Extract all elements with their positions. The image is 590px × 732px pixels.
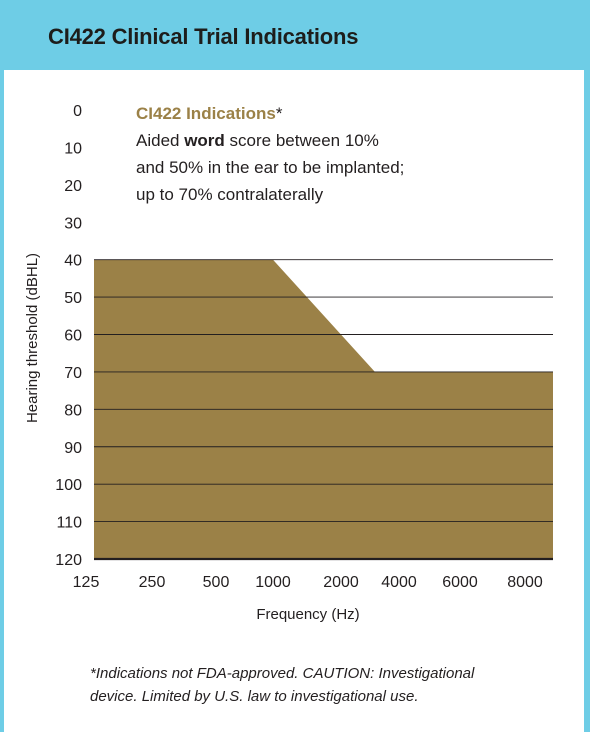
x-tick-label: 8000 — [507, 574, 543, 591]
annotation-line1-post: score between 10% — [224, 131, 379, 150]
annotation-line2: and 50% in the ear to be implanted; — [136, 158, 405, 177]
x-tick-label: 6000 — [442, 574, 478, 591]
annotation-asterisk: * — [275, 104, 283, 123]
y-tick-label: 60 — [64, 328, 82, 345]
y-tick-label: 100 — [55, 477, 82, 494]
area-layer — [94, 259, 553, 561]
y-tick-label: 120 — [55, 552, 82, 569]
y-tick-label: 90 — [64, 440, 82, 457]
y-tick-label: 110 — [56, 515, 82, 532]
y-tick-layer: 0 10 20 30 40 50 60 70 80 90 100 110 120 — [55, 103, 82, 569]
x-tick-label: 2000 — [323, 574, 359, 591]
y-tick-label: 30 — [64, 215, 82, 232]
annotation-line1-bold: word — [184, 131, 225, 150]
footnote-line1: *Indications not FDA-approved. CAUTION: … — [90, 665, 475, 682]
page-title: CI422 Clinical Trial Indications — [48, 24, 359, 49]
x-tick-label: 250 — [139, 574, 166, 591]
x-tick-label: 125 — [73, 574, 100, 591]
y-tick-label: 10 — [64, 140, 82, 157]
footnote-line2: device. Limited by U.S. law to investiga… — [90, 688, 419, 705]
footnote: *Indications not FDA-approved. CAUTION: … — [90, 662, 550, 708]
x-tick-layer: 125 250 500 1000 2000 4000 6000 8000 — [73, 574, 543, 591]
y-axis-label: Hearing threshold (dBHL) — [24, 253, 41, 423]
x-axis-label: Frequency (Hz) — [256, 606, 359, 623]
annotation-heading: CI422 Indications — [136, 104, 276, 123]
y-tick-label: 80 — [64, 402, 82, 419]
annotation-line1-pre: Aided — [136, 131, 185, 150]
y-tick-label: 20 — [64, 178, 82, 195]
y-tick-label: 70 — [64, 365, 82, 382]
indications-annotation: CI422 Indications* Aided word score betw… — [136, 100, 404, 208]
x-tick-label: 1000 — [255, 574, 291, 591]
y-tick-label: 40 — [64, 253, 82, 270]
y-tick-label: 50 — [64, 290, 82, 307]
y-tick-label: 0 — [73, 103, 82, 120]
annotation-line3: up to 70% contralaterally — [136, 185, 324, 204]
x-tick-label: 4000 — [381, 574, 417, 591]
x-tick-label: 500 — [203, 574, 230, 591]
